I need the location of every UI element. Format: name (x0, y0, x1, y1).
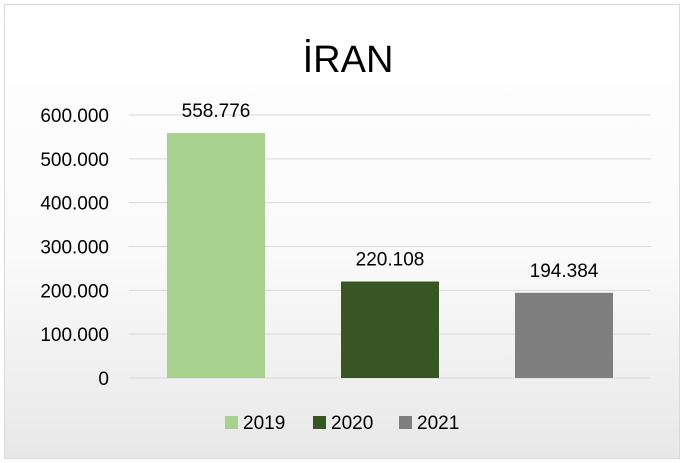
legend-swatch-2020 (313, 416, 326, 429)
y-tick-label: 600.000 (40, 106, 109, 127)
data-label-2019: 558.776 (182, 101, 251, 122)
y-tick-label: 0 (98, 369, 109, 390)
chart-svg: İRAN 0 100.000 200.000 300.000 400.000 500.00… (5, 5, 681, 460)
y-tick-label: 300.000 (40, 238, 109, 259)
legend-label-2020: 2020 (331, 413, 373, 434)
legend-label-2021: 2021 (417, 413, 459, 434)
bar-2021 (515, 293, 613, 378)
legend-label-2019: 2019 (243, 413, 285, 434)
data-label-2020: 220.108 (356, 250, 425, 271)
legend: 2019 2020 2021 (225, 413, 459, 434)
y-axis-tick-labels: 0 100.000 200.000 300.000 400.000 500.000 600.… (40, 106, 109, 390)
y-tick-label: 200.000 (40, 281, 109, 302)
y-tick-label: 400.000 (40, 194, 109, 215)
legend-swatch-2019 (225, 416, 238, 429)
y-tick-label: 500.000 (40, 150, 109, 171)
chart-title: İRAN (303, 38, 394, 81)
bar-2020 (341, 282, 439, 378)
chart-area: İRAN 0 100.000 200.000 300.000 400.000 500.00… (4, 4, 680, 459)
legend-swatch-2021 (399, 416, 412, 429)
bar-2019 (167, 133, 265, 378)
data-label-2021: 194.384 (530, 261, 599, 282)
y-tick-label: 100.000 (40, 325, 109, 346)
